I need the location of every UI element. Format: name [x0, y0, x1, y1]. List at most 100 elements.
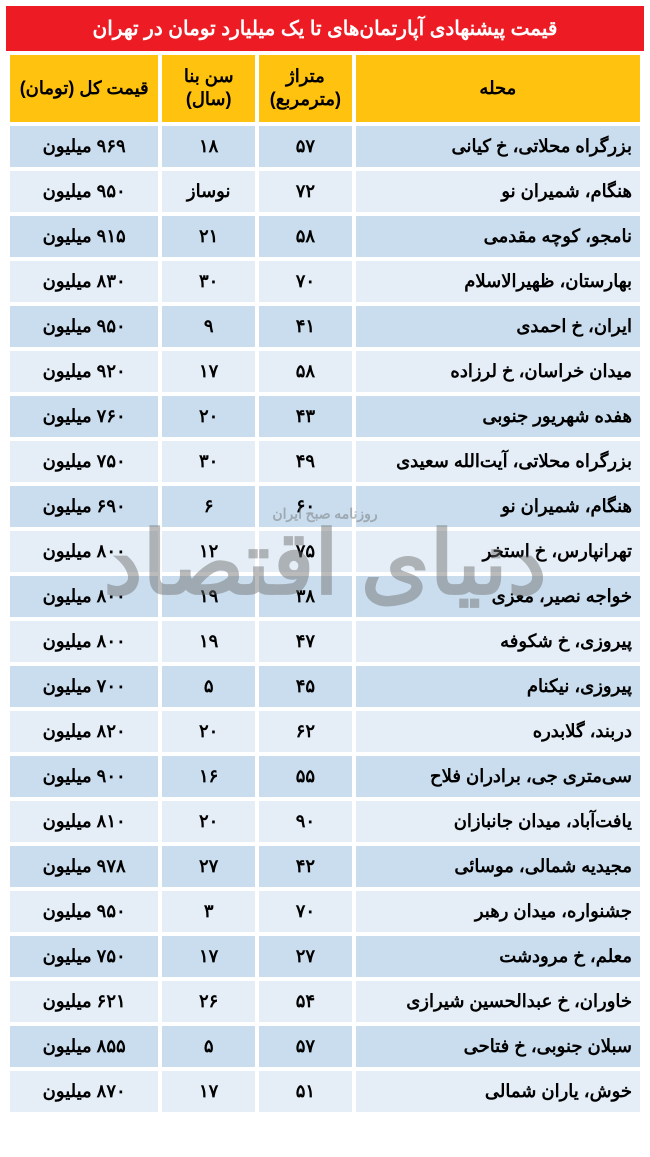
table-row: هفده شهریور جنوبی۴۳۲۰۷۶۰ میلیون — [10, 396, 640, 437]
cell-age: ۲۰ — [162, 711, 255, 752]
cell-area: ۵۸ — [259, 351, 352, 392]
cell-area: ۷۰ — [259, 891, 352, 932]
cell-area: ۴۱ — [259, 306, 352, 347]
table-row: جشنواره، میدان رهبر۷۰۳۹۵۰ میلیون — [10, 891, 640, 932]
cell-area: ۷۰ — [259, 261, 352, 302]
table-row: تهرانپارس، خ استخر۷۵۱۲۸۰۰ میلیون — [10, 531, 640, 572]
cell-price: ۹۱۵ میلیون — [10, 216, 158, 257]
cell-location: بزرگراه محلاتی، خ کیانی — [356, 126, 640, 167]
cell-price: ۹۵۰ میلیون — [10, 891, 158, 932]
cell-age: ۳ — [162, 891, 255, 932]
cell-location: دربند، گلابدره — [356, 711, 640, 752]
cell-price: ۷۶۰ میلیون — [10, 396, 158, 437]
cell-price: ۹۶۹ میلیون — [10, 126, 158, 167]
cell-area: ۵۱ — [259, 1071, 352, 1112]
cell-age: نوساز — [162, 171, 255, 212]
cell-area: ۵۷ — [259, 1026, 352, 1067]
cell-price: ۷۵۰ میلیون — [10, 441, 158, 482]
table-row: سی‌متری جی، برادران فلاح۵۵۱۶۹۰۰ میلیون — [10, 756, 640, 797]
table-row: سبلان جنوبی، خ فتاحی۵۷۵۸۵۵ میلیون — [10, 1026, 640, 1067]
cell-area: ۹۰ — [259, 801, 352, 842]
cell-location: یافت‌آباد، میدان جانبازان — [356, 801, 640, 842]
cell-area: ۲۷ — [259, 936, 352, 977]
cell-price: ۷۰۰ میلیون — [10, 666, 158, 707]
price-table: محله متراژ (مترمربع) سن بنا (سال) قیمت ک… — [6, 51, 644, 1116]
table-row: مجیدیه شمالی، موسائی۴۲۲۷۹۷۸ میلیون — [10, 846, 640, 887]
table-row: ایران، خ احمدی۴۱۹۹۵۰ میلیون — [10, 306, 640, 347]
cell-location: تهرانپارس، خ استخر — [356, 531, 640, 572]
cell-price: ۶۲۱ میلیون — [10, 981, 158, 1022]
table-row: خواجه نصیر، معزی۳۸۱۹۸۰۰ میلیون — [10, 576, 640, 617]
table-row: بزرگراه محلاتی، آیت‌الله سعیدی۴۹۳۰۷۵۰ می… — [10, 441, 640, 482]
cell-area: ۴۳ — [259, 396, 352, 437]
cell-age: ۲۶ — [162, 981, 255, 1022]
cell-location: هفده شهریور جنوبی — [356, 396, 640, 437]
cell-price: ۷۵۰ میلیون — [10, 936, 158, 977]
cell-area: ۴۹ — [259, 441, 352, 482]
table-row: میدان خراسان، خ لرزاده۵۸۱۷۹۲۰ میلیون — [10, 351, 640, 392]
cell-price: ۸۰۰ میلیون — [10, 531, 158, 572]
cell-age: ۱۷ — [162, 351, 255, 392]
cell-location: خواجه نصیر، معزی — [356, 576, 640, 617]
table-row: بزرگراه محلاتی، خ کیانی۵۷۱۸۹۶۹ میلیون — [10, 126, 640, 167]
cell-age: ۱۲ — [162, 531, 255, 572]
header-row: محله متراژ (مترمربع) سن بنا (سال) قیمت ک… — [10, 55, 640, 122]
table-row: یافت‌آباد، میدان جانبازان۹۰۲۰۸۱۰ میلیون — [10, 801, 640, 842]
cell-location: معلم، خ مرودشت — [356, 936, 640, 977]
cell-price: ۸۷۰ میلیون — [10, 1071, 158, 1112]
cell-price: ۹۵۰ میلیون — [10, 171, 158, 212]
table-container: قیمت پیشنهادی آپارتمان‌های تا یک میلیارد… — [0, 0, 650, 1122]
cell-area: ۶۲ — [259, 711, 352, 752]
cell-location: هنگام، شمیران نو — [356, 486, 640, 527]
col-age: سن بنا (سال) — [162, 55, 255, 122]
table-row: نامجو، کوچه مقدمی۵۸۲۱۹۱۵ میلیون — [10, 216, 640, 257]
cell-area: ۷۲ — [259, 171, 352, 212]
cell-age: ۱۸ — [162, 126, 255, 167]
cell-price: ۹۷۸ میلیون — [10, 846, 158, 887]
cell-age: ۵ — [162, 1026, 255, 1067]
cell-location: پیروزی، نیکنام — [356, 666, 640, 707]
cell-price: ۹۵۰ میلیون — [10, 306, 158, 347]
cell-area: ۴۵ — [259, 666, 352, 707]
table-row: پیروزی، نیکنام۴۵۵۷۰۰ میلیون — [10, 666, 640, 707]
table-row: پیروزی، خ شکوفه۴۷۱۹۸۰۰ میلیون — [10, 621, 640, 662]
cell-age: ۵ — [162, 666, 255, 707]
cell-location: بزرگراه محلاتی، آیت‌الله سعیدی — [356, 441, 640, 482]
cell-price: ۸۰۰ میلیون — [10, 576, 158, 617]
cell-price: ۶۹۰ میلیون — [10, 486, 158, 527]
cell-area: ۵۴ — [259, 981, 352, 1022]
table-row: خاوران، خ عبدالحسین شیرازی۵۴۲۶۶۲۱ میلیون — [10, 981, 640, 1022]
cell-age: ۱۶ — [162, 756, 255, 797]
col-price: قیمت کل (تومان) — [10, 55, 158, 122]
cell-location: بهارستان، ظهیرالاسلام — [356, 261, 640, 302]
cell-location: خوش، یاران شمالی — [356, 1071, 640, 1112]
cell-location: مجیدیه شمالی، موسائی — [356, 846, 640, 887]
cell-age: ۹ — [162, 306, 255, 347]
table-row: خوش، یاران شمالی۵۱۱۷۸۷۰ میلیون — [10, 1071, 640, 1112]
cell-area: ۵۵ — [259, 756, 352, 797]
col-location: محله — [356, 55, 640, 122]
cell-age: ۲۰ — [162, 396, 255, 437]
cell-price: ۹۰۰ میلیون — [10, 756, 158, 797]
table-row: هنگام، شمیران نو۶۰۶۶۹۰ میلیون — [10, 486, 640, 527]
table-row: هنگام، شمیران نو۷۲نوساز۹۵۰ میلیون — [10, 171, 640, 212]
cell-age: ۲۰ — [162, 801, 255, 842]
cell-price: ۸۲۰ میلیون — [10, 711, 158, 752]
table-row: بهارستان، ظهیرالاسلام۷۰۳۰۸۳۰ میلیون — [10, 261, 640, 302]
cell-price: ۸۳۰ میلیون — [10, 261, 158, 302]
cell-age: ۲۱ — [162, 216, 255, 257]
cell-age: ۲۷ — [162, 846, 255, 887]
cell-location: خاوران، خ عبدالحسین شیرازی — [356, 981, 640, 1022]
cell-age: ۱۷ — [162, 936, 255, 977]
cell-area: ۴۲ — [259, 846, 352, 887]
cell-price: ۹۲۰ میلیون — [10, 351, 158, 392]
cell-location: ایران، خ احمدی — [356, 306, 640, 347]
cell-location: نامجو، کوچه مقدمی — [356, 216, 640, 257]
cell-age: ۳۰ — [162, 261, 255, 302]
cell-price: ۸۱۰ میلیون — [10, 801, 158, 842]
cell-age: ۱۹ — [162, 576, 255, 617]
cell-area: ۵۸ — [259, 216, 352, 257]
cell-location: سی‌متری جی، برادران فلاح — [356, 756, 640, 797]
cell-age: ۱۹ — [162, 621, 255, 662]
cell-area: ۳۸ — [259, 576, 352, 617]
